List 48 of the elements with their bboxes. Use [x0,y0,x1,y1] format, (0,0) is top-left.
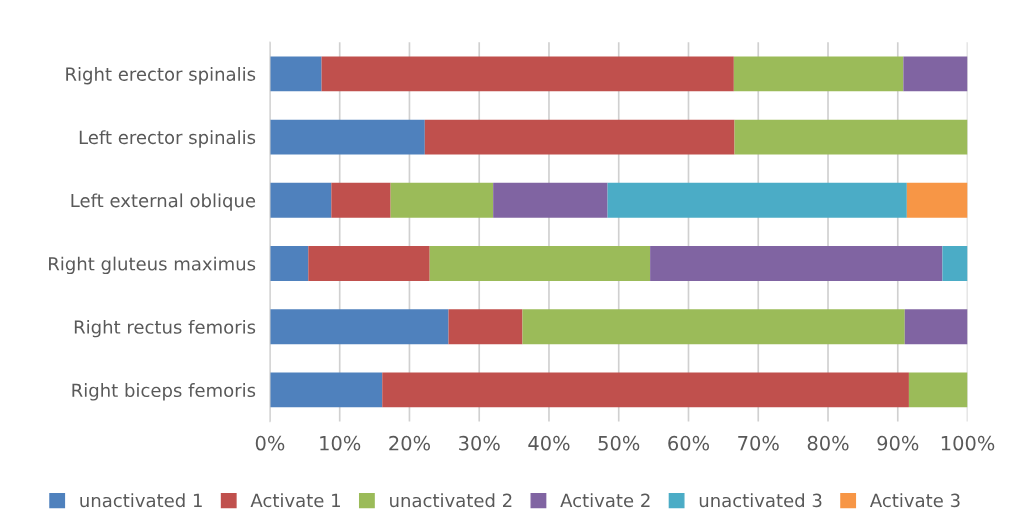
y-tick-label: Right rectus femoris [74,319,256,338]
bar [650,246,943,281]
y-tick-label: Right erector spinalis [66,66,256,85]
bar [382,372,909,408]
x-tick-label: 40% [528,435,570,451]
x-tick-label: 50% [598,435,640,451]
bar [904,309,968,345]
bar [908,372,968,408]
bar [942,246,968,281]
x-tick-label: 100% [941,435,995,451]
bar [429,246,651,281]
bar [424,119,735,155]
bar [522,309,905,345]
bar [607,182,907,218]
x-tick-label: 70% [738,435,779,451]
y-tick-label: Right gluteus maximus [49,256,256,275]
bar [269,372,383,408]
bar [308,246,430,281]
bar [493,182,608,218]
x-tick-label: 90% [877,435,919,451]
x-tick-label: 80% [807,435,849,451]
x-tick-label: 60% [668,435,710,451]
x-tick-label: 30% [459,435,500,451]
y-tick-label: Left erector spinalis [79,130,256,148]
bar [269,119,425,155]
y-tick-label: Left external oblique [71,193,256,211]
legend-label: unactivated 1 [80,493,202,508]
legend-label: Activate 2 [560,493,650,508]
y-tick-label: Right biceps femoris [72,383,256,401]
x-tick-label: 10% [320,435,361,451]
bar [734,119,968,155]
bar [733,56,904,92]
legend-label: unactivated 2 [390,493,512,508]
bar [269,56,322,92]
bar [269,309,449,345]
bar [906,182,968,218]
x-tick-label: 0% [255,435,285,451]
bar [269,182,332,218]
legend-label: Activate 1 [250,493,340,508]
bar [331,182,391,218]
bar [390,182,494,218]
bar [321,56,734,92]
x-tick-label: 20% [389,435,430,451]
legend-label: unactivated 3 [699,493,822,508]
bar [269,246,309,281]
bar [448,309,523,345]
legend-label: Activate 3 [869,493,960,508]
bar [903,56,968,92]
